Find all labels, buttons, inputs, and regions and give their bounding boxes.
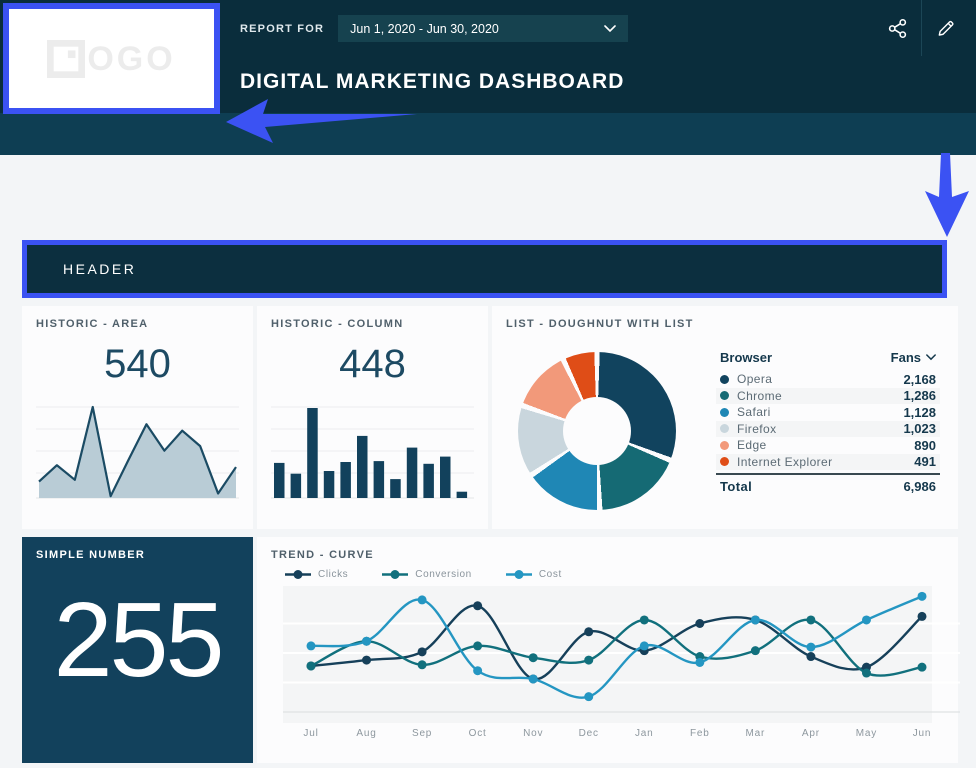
fans-value: 491 — [914, 454, 936, 470]
historic-column-value: 448 — [339, 342, 406, 386]
table-row: Internet Explorer 491 — [716, 453, 940, 470]
x-axis-tick-label: Apr — [801, 728, 820, 739]
legend-marker-icon — [285, 570, 311, 579]
card-historic-column: HISTORIC - COLUMN 448 — [257, 306, 488, 529]
series-color-dot — [720, 374, 729, 384]
card-title: TREND - CURVE — [271, 549, 374, 561]
header-section-label: HEADER — [63, 261, 137, 277]
legend-item-clicks[interactable]: Clicks — [285, 569, 348, 580]
fans-value: 1,023 — [903, 421, 936, 437]
browser-name: Chrome — [737, 388, 783, 403]
series-color-dot — [720, 424, 729, 434]
date-range-value: Jun 1, 2020 - Jun 30, 2020 — [350, 21, 499, 36]
trend-legend: Clicks Conversion Cost — [285, 569, 944, 580]
card-trend-curve: TREND - CURVE Clicks Conversion Cost Jul Au… — [257, 537, 960, 763]
total-value: 6,986 — [903, 479, 936, 494]
table-row: Chrome 1,286 — [716, 387, 940, 404]
page-title: DIGITAL MARKETING DASHBOARD — [240, 70, 625, 93]
x-axis-tick-label: Mar — [745, 728, 766, 739]
series-color-dot — [720, 440, 729, 450]
x-axis-tick-label: Jun — [912, 728, 932, 739]
card-title: SIMPLE NUMBER — [36, 549, 146, 561]
annotation-arrow-left — [226, 99, 417, 143]
legend-label: Clicks — [318, 569, 349, 580]
share-icon — [888, 18, 906, 38]
x-axis-tick-label: May — [855, 728, 878, 739]
series-color-dot — [720, 391, 729, 401]
logo-glyph-l — [47, 39, 86, 78]
x-axis-tick-label: Oct — [468, 728, 487, 739]
trend-plot-area — [283, 586, 960, 723]
area-chart — [36, 405, 239, 499]
card-simple-number: SIMPLE NUMBER 255 — [22, 537, 253, 763]
fans-value: 890 — [914, 437, 936, 453]
card-title: HISTORIC - COLUMN — [271, 318, 404, 330]
x-axis-tick-label: Jul — [303, 728, 319, 739]
table-row: Safari 1,128 — [716, 404, 940, 421]
x-axis-tick-label: Nov — [523, 728, 544, 739]
trend-x-axis: Jul Aug Sep Oct Nov Dec Jan Feb Mar Apr May Jun — [283, 723, 932, 741]
legend-marker-icon — [382, 570, 409, 579]
legend-item-cost[interactable]: Cost — [505, 569, 562, 580]
card-historic-area: HISTORIC - AREA 540 — [22, 306, 253, 529]
series-color-dot — [720, 407, 729, 417]
browser-table: Browser Fans Opera 2,168 Chrome 1,286 Safari… — [716, 348, 940, 510]
historic-area-value: 540 — [104, 342, 171, 386]
x-axis-tick-label: Jan — [635, 728, 654, 739]
card-doughnut-list: LIST - DOUGHNUT WITH LIST Browser Fans — [492, 306, 958, 529]
table-row: Firefox 1,023 — [716, 420, 940, 437]
series-color-dot — [720, 457, 729, 467]
legend-marker-icon — [505, 570, 532, 579]
header-section[interactable]: HEADER — [22, 240, 947, 298]
total-label: Total — [720, 479, 753, 494]
table-row: Opera 2,168 — [716, 371, 940, 388]
simple-number-value: 255 — [53, 581, 225, 699]
card-title: HISTORIC - AREA — [36, 318, 149, 330]
fans-value: 2,168 — [903, 371, 936, 387]
dashboard-body: HEADER HISTORIC - AREA 540 HISTORIC - CO… — [0, 155, 976, 768]
table-row: Edge 890 — [716, 437, 940, 454]
banner-band — [0, 113, 976, 155]
doughnut-hole — [563, 397, 631, 465]
legend-label: Conversion — [415, 569, 472, 580]
chevron-down-icon — [926, 354, 936, 361]
legend-label: Cost — [538, 569, 562, 580]
fans-value: 1,286 — [903, 388, 936, 404]
fans-value: 1,128 — [903, 404, 936, 420]
x-axis-tick-label: Dec — [578, 728, 599, 739]
report-for-label: REPORT FOR — [240, 22, 325, 35]
card-title: LIST - DOUGHNUT WITH LIST — [506, 318, 694, 330]
logo[interactable]: OGO — [3, 3, 220, 114]
x-axis-tick-label: Sep — [411, 728, 433, 739]
browser-name: Edge — [737, 438, 767, 453]
column-chart — [271, 406, 474, 499]
table-total-row: Total 6,986 — [716, 473, 940, 494]
column-header-fans-sort[interactable]: Fans — [891, 350, 936, 365]
pencil-icon — [938, 20, 954, 36]
x-axis-tick-label: Feb — [689, 728, 710, 739]
browser-name: Internet Explorer — [737, 454, 833, 469]
date-range-dropdown[interactable]: Jun 1, 2020 - Jun 30, 2020 — [338, 15, 629, 42]
logo-text: OGO — [87, 39, 176, 78]
x-axis-tick-label: Aug — [356, 728, 377, 739]
browser-name: Firefox — [737, 421, 777, 436]
edit-button[interactable] — [922, 0, 970, 56]
trend-chart — [283, 591, 960, 713]
annotation-arrow-down — [925, 153, 969, 237]
doughnut-chart — [518, 352, 676, 510]
browser-name: Safari — [737, 405, 771, 420]
chevron-down-icon — [604, 24, 616, 32]
legend-item-conversion[interactable]: Conversion — [382, 569, 472, 580]
share-button[interactable] — [873, 0, 921, 56]
icon-divider — [921, 0, 922, 56]
browser-name: Opera — [737, 372, 773, 387]
column-header-browser: Browser — [720, 350, 773, 365]
